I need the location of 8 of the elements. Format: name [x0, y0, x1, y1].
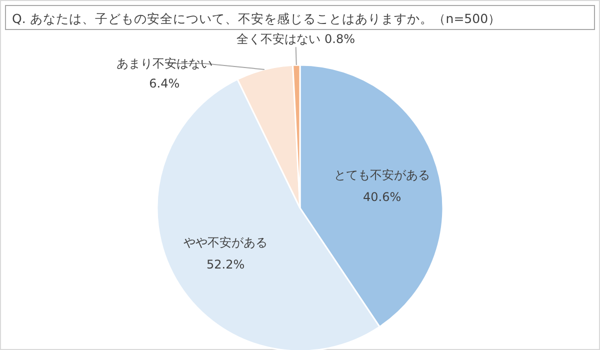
slice-label: とても不安がある: [334, 168, 430, 182]
slice-label: 全く不安はない 0.8%: [236, 32, 356, 46]
data-label: 40.6%: [363, 190, 402, 204]
chart-title: Q. あなたは、子どもの安全について、不安を感じることはありますか。（n=500）: [12, 11, 502, 26]
slice-label: やや不安がある: [184, 236, 268, 250]
data-label: 52.2%: [206, 258, 245, 272]
data-label: 6.4%: [149, 76, 180, 90]
slice-label: あまり不安はない: [116, 56, 212, 70]
